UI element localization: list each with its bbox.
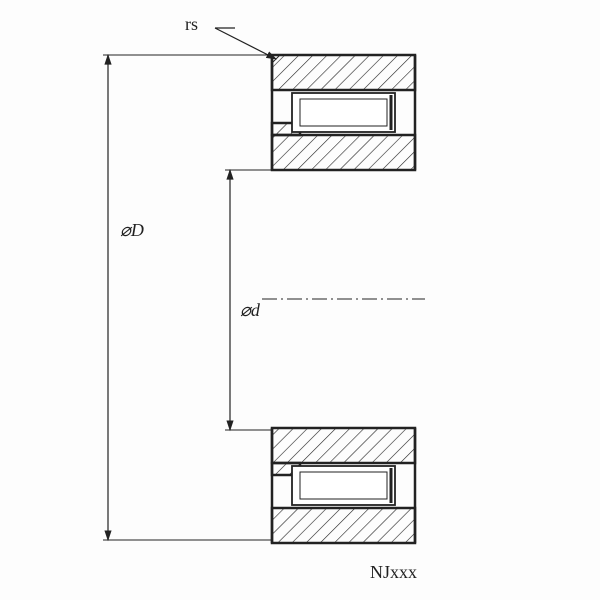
- rs-label: rs: [185, 14, 198, 35]
- diagram-svg: [0, 0, 600, 600]
- diameter-inner-label: ⌀d: [240, 300, 260, 321]
- bearing-diagram: rs ⌀D ⌀d NJxxx: [0, 0, 600, 600]
- diameter-outer-label: ⌀D: [120, 220, 144, 241]
- model-label: NJxxx: [370, 562, 417, 583]
